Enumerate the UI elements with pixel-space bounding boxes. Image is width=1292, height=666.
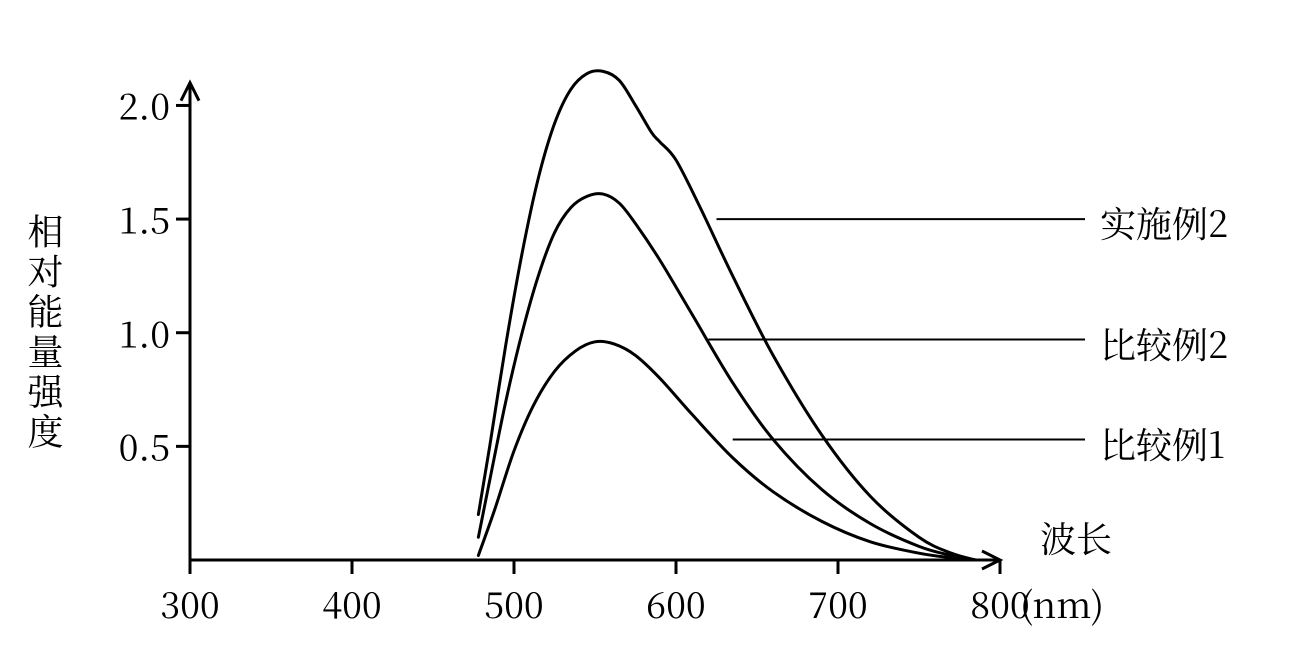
x-tick-label: 300 (160, 578, 219, 629)
y-tick-label: 1.0 (110, 307, 170, 358)
x-tick-label: 600 (646, 578, 705, 629)
x-axis-label: 波长 (1040, 512, 1112, 563)
chart-svg (0, 0, 1292, 666)
series-example2-label: 实施例2 (1100, 197, 1228, 248)
series-compare2-label: 比较例2 (1100, 318, 1228, 369)
x-unit-label: (nm) (1020, 578, 1104, 629)
x-tick-label: 500 (484, 578, 543, 629)
y-tick-label: 1.5 (110, 194, 170, 245)
y-axis-label: 相对能量强度 (20, 213, 71, 453)
y-tick-label: 0.5 (110, 421, 170, 472)
y-tick-label: 2.0 (110, 80, 170, 131)
x-tick-label: 400 (322, 578, 381, 629)
series-example2 (478, 71, 975, 560)
x-tick-label: 700 (808, 578, 867, 629)
spectrum-chart: 相对能量强度 3004005006007008000.51.01.52.0实施例… (0, 0, 1292, 666)
series-compare2 (478, 194, 975, 560)
series-compare1-label: 比较例1 (1100, 418, 1225, 469)
